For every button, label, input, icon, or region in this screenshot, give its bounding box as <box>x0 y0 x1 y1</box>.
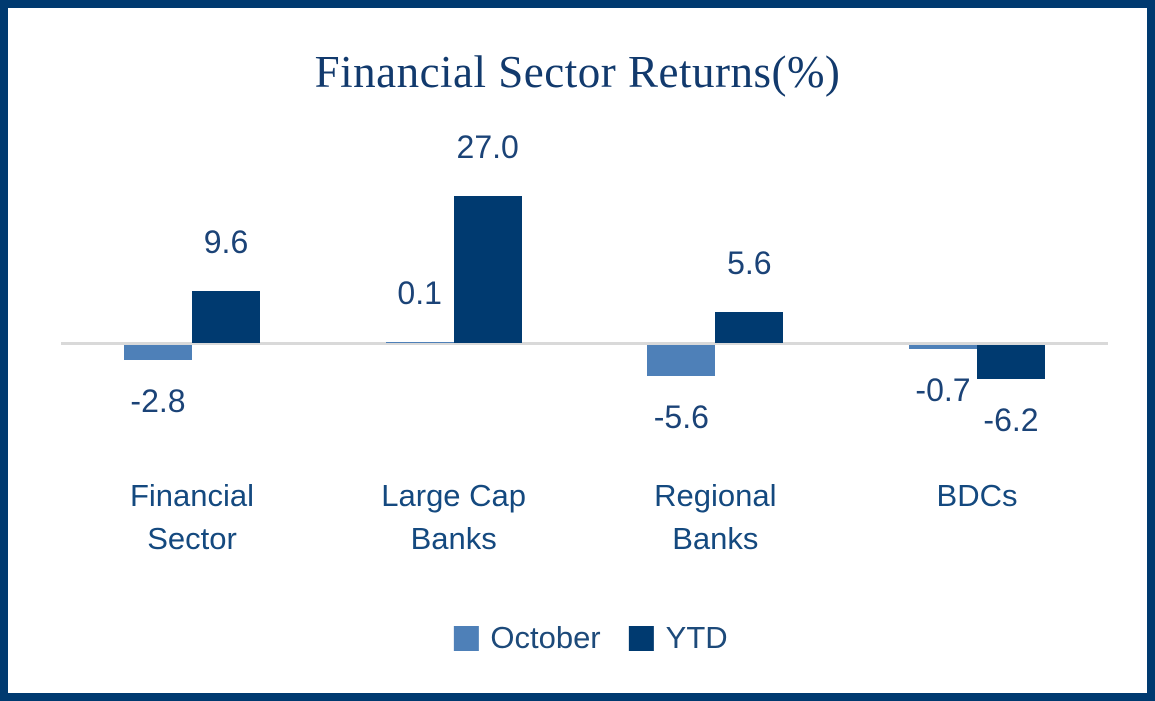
bar-ytd-bdcs <box>977 345 1045 379</box>
ytd-swatch-icon <box>628 625 654 651</box>
legend-item-ytd: YTD <box>628 620 728 656</box>
category-label-financial-sector: Financial Sector <box>129 478 255 556</box>
chart-title: Financial Sector Returns(%) <box>314 47 841 97</box>
category-label-large-cap-banks: Large Cap Banks <box>381 478 527 556</box>
x-axis-baseline <box>61 342 1108 345</box>
data-label-october-large-cap-banks: 0.1 <box>397 275 442 311</box>
bar-october-financial-sector <box>124 345 192 361</box>
bar-october-bdcs <box>909 345 977 349</box>
data-label-ytd-large-cap-banks: 27.0 <box>456 128 519 165</box>
legend-label-ytd: YTD <box>665 620 728 655</box>
data-label-october-financial-sector: -2.8 <box>130 383 186 420</box>
october-swatch-icon <box>453 625 479 651</box>
data-label-october-regional-banks: -5.6 <box>653 398 709 435</box>
legend: October YTD <box>453 620 728 656</box>
data-label-ytd-financial-sector: 9.6 <box>203 223 249 260</box>
legend-item-october: October <box>453 620 601 656</box>
bar-october-regional-banks <box>647 345 716 376</box>
bar-ytd-regional-banks <box>715 312 784 343</box>
data-label-ytd-regional-banks: 5.6 <box>727 245 772 282</box>
data-label-october-bdcs: -0.7 <box>915 371 971 408</box>
bar-ytd-large-cap-banks <box>453 195 522 343</box>
bar-ytd-financial-sector <box>192 290 260 343</box>
category-label-bdcs: BDCs <box>936 478 1018 513</box>
plot-area: -2.8 9.6 Financial Sector 0.1 27.0 Large Cap … <box>8 8 1147 693</box>
bar-october-large-cap-banks <box>385 342 454 343</box>
legend-label-october: October <box>490 620 601 655</box>
data-label-ytd-bdcs: -6.2 <box>983 401 1039 438</box>
category-label-regional-banks: Regional Banks <box>654 478 777 556</box>
